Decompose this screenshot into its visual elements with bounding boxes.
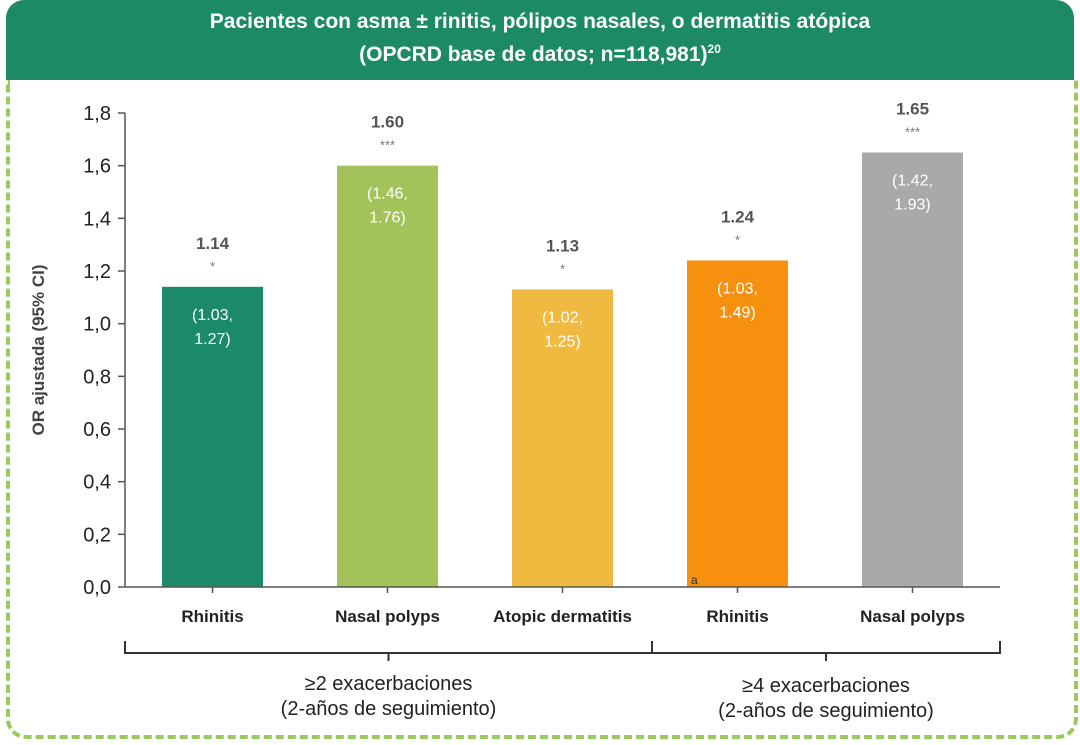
dashed-border [6, 80, 1078, 739]
bar-value-label: 1.65 [896, 100, 929, 119]
bar-value-label: 1.14 [196, 234, 230, 253]
group-bracket [124, 641, 653, 654]
y-axis: 0,0 0,2 0,4 0,6 0,8 1,0 1,2 1,4 1,6 1,8 [83, 103, 126, 599]
y-tick-label: 1,0 [83, 314, 111, 336]
title-banner: Pacientes con asma ± rinitis, pólipos na… [6, 0, 1074, 80]
ci-label-line2: 1.76) [369, 210, 405, 227]
group-brackets: ≥2 exacerbaciones (2-años de seguimiento)… [124, 641, 1001, 722]
ci-label-line1: (1.03, [192, 307, 233, 324]
group-label-line1: ≥4 exacerbaciones [742, 675, 910, 697]
x-tick-label: Rhinitis [181, 607, 243, 626]
bar [337, 165, 438, 587]
group-label-line1: ≥2 exacerbaciones [305, 673, 473, 695]
bar [162, 286, 263, 587]
significance-marker: *** [905, 125, 920, 140]
ci-label-line1: (1.42, [892, 173, 933, 190]
significance-marker: *** [380, 138, 395, 153]
y-tick-label: 1,6 [83, 156, 111, 178]
ci-label-line1: (1.46, [367, 186, 408, 203]
ci-label-line1: (1.03, [717, 280, 758, 297]
significance-marker: * [735, 232, 740, 247]
footnote-mark: a [691, 573, 698, 587]
bar-value-label: 1.60 [371, 113, 404, 132]
chart-title-line2: (OPCRD base de datos; n=118,981)20 [6, 42, 1074, 67]
significance-marker: * [560, 261, 565, 276]
bar [687, 260, 788, 587]
bar-value-label: 1.24 [721, 207, 755, 226]
bar [512, 289, 613, 587]
title-reference-superscript: 20 [707, 42, 721, 56]
y-tick-label: 1,4 [83, 208, 111, 230]
x-axis: Rhinitis Nasal polyps Atopic dermatitis Rhi… [125, 586, 1000, 626]
bars: 1.14 * (1.03, 1.27) 1.60 *** (1.46, 1.76) 1.13 * (… [162, 100, 963, 587]
significance-marker: * [210, 259, 215, 274]
bar [862, 152, 963, 587]
y-tick-label: 0,4 [83, 472, 111, 494]
x-tick-label: Nasal polyps [860, 607, 965, 626]
ci-label-line1: (1.02, [542, 309, 583, 326]
ci-label-line2: 1.93) [894, 197, 930, 214]
group-bracket [651, 641, 1001, 654]
y-tick-label: 0,0 [83, 577, 111, 599]
bar-value-label: 1.13 [546, 236, 579, 255]
x-tick-label: Nasal polyps [335, 607, 440, 626]
ci-label-line2: 1.49) [719, 304, 755, 321]
ci-label-line2: 1.27) [194, 331, 230, 348]
group-label-line2: (2-años de seguimiento) [281, 698, 497, 720]
group-label-line2: (2-años de seguimiento) [718, 700, 934, 722]
y-tick-label: 1,2 [83, 261, 111, 283]
chart-title-text: (OPCRD base de datos; n=118,981) [359, 43, 708, 66]
y-tick-label: 0,8 [83, 366, 111, 388]
y-tick-label: 0,6 [83, 419, 111, 441]
y-axis-label: OR ajustada (95% CI) [29, 265, 48, 436]
y-tick-label: 1,8 [83, 103, 111, 125]
x-tick-label: Atopic dermatitis [493, 607, 632, 626]
chart-title-line1: Pacientes con asma ± rinitis, pólipos na… [209, 10, 871, 33]
x-tick-label: Rhinitis [706, 607, 768, 626]
y-tick-label: 0,2 [83, 524, 111, 546]
ci-label-line2: 1.25) [544, 333, 580, 350]
